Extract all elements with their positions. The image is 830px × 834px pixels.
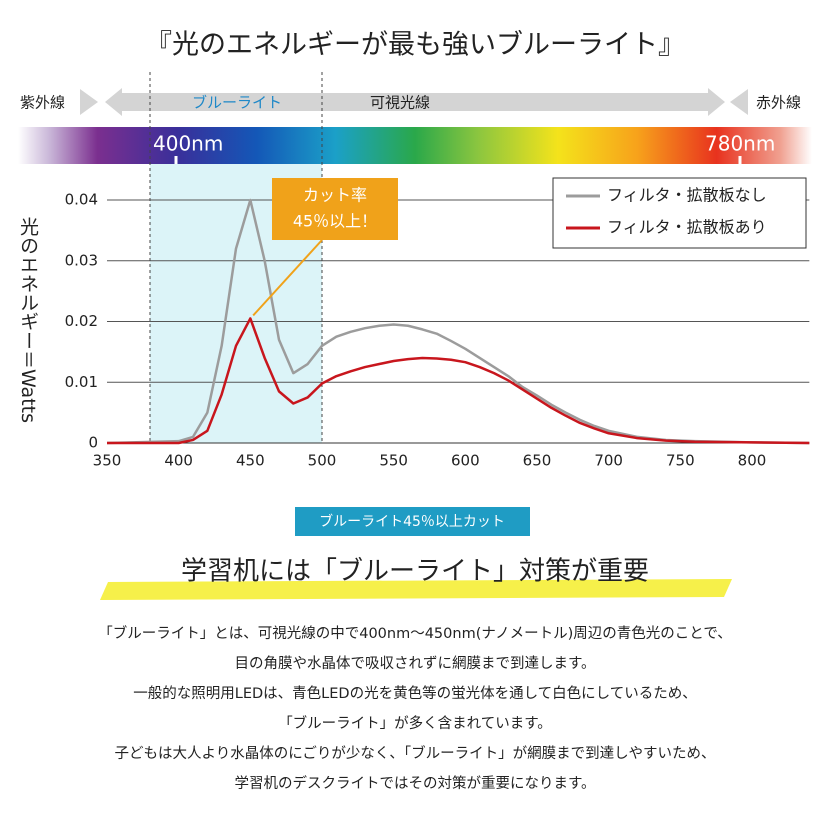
y-axis-label: 光のエネルギー＝Watts: [17, 217, 39, 423]
x-tick-label: 800: [738, 452, 767, 470]
series-line: [106, 198, 810, 445]
y-tick-label: 0.01: [65, 373, 98, 391]
body: 「ブルーライト」とは、可視光線の中で400nm～450nm(ナノメートル)周辺の…: [98, 624, 732, 792]
arrow: [80, 89, 98, 115]
body-line: 目の角膜や水晶体で吸収されずに網膜まで到達します。: [234, 655, 595, 672]
mark-high: 780nm: [705, 132, 775, 156]
x-tick-label: 500: [308, 452, 337, 470]
x-tick-label: 750: [666, 452, 695, 470]
body-line: 学習机のデスクライトではその対策が重要になります。: [234, 774, 595, 792]
badge-box: [295, 507, 530, 536]
x-tick-label: 350: [93, 452, 122, 470]
x-tick-label: 400: [164, 452, 193, 470]
y-tick-label: 0.04: [65, 191, 98, 209]
body-line: 一般的な照明用LEDは、青色LEDの光を黄色等の蛍光体を通して白色にしているため…: [133, 684, 696, 702]
y-tick-label: 0.02: [65, 312, 98, 330]
mark-low: 400nm: [153, 132, 223, 156]
series-line: [107, 317, 810, 445]
legend-label: フィルタ・拡散板なし: [607, 186, 767, 205]
y-tick-label: 0: [88, 434, 98, 452]
body-line: 子どもは大人より水晶体のにごりが少なく、「ブルーライト」が網膜まで到達しやすいた…: [114, 744, 715, 762]
blue-label: ブルーライト: [192, 94, 282, 112]
callout-text: 45％以上！: [293, 212, 377, 231]
heading: 学習机には「ブルーライト」対策が重要: [181, 557, 649, 587]
body-line: 「ブルーライト」とは、可視光線の中で400nm～450nm(ナノメートル)周辺の…: [98, 624, 732, 642]
visible-label: 可視光線: [370, 94, 430, 112]
arrow: [730, 89, 748, 115]
callout-box: [272, 178, 398, 240]
y-tick-label: 0.03: [65, 251, 98, 269]
highlight: [100, 579, 732, 600]
arrow: [105, 88, 725, 116]
spectrum-bar: [18, 127, 812, 164]
x-tick-label: 700: [594, 452, 623, 470]
badge: ブルーライト45％以上カット: [319, 513, 505, 530]
title: 『光のエネルギーが最も強いブルーライト』: [145, 30, 685, 61]
ir-label: 赤外線: [756, 94, 801, 112]
legend-box: [552, 177, 807, 249]
callout-leader: [252, 239, 323, 317]
x-tick-label: 450: [236, 452, 265, 470]
callout-text: カット率: [303, 186, 367, 205]
x-tick-label: 650: [523, 452, 552, 470]
x-tick-label: 550: [379, 452, 408, 470]
legend-label: フィルタ・拡散板あり: [607, 218, 767, 237]
body-line: 「ブルーライト」が多く含まれています。: [278, 714, 552, 732]
uv-label: 紫外線: [20, 94, 65, 112]
plot: 0 0.01 0.02 0.03 0.04 350 400 450 500 550 600 650 70…: [65, 72, 810, 470]
x-tick-label: 600: [451, 452, 480, 470]
